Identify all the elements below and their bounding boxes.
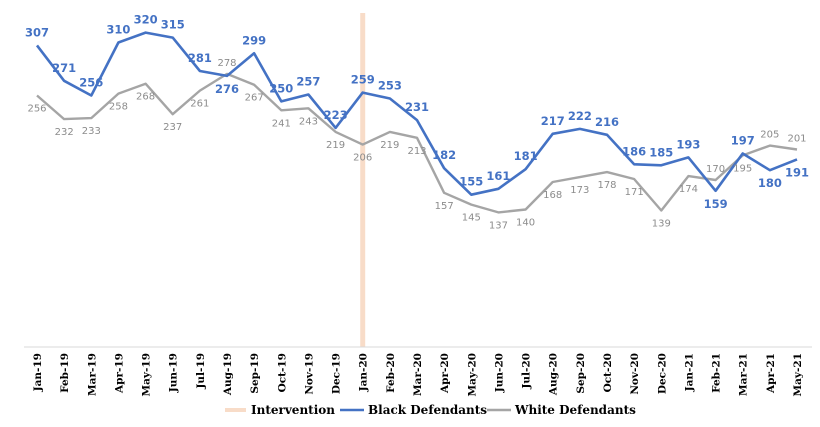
white-data-label: 195 bbox=[733, 163, 752, 174]
x-tick-label: Mar-21 bbox=[738, 353, 750, 396]
black-data-label: 223 bbox=[324, 108, 348, 122]
black-data-label: 276 bbox=[215, 82, 239, 96]
x-tick-label: Mar-20 bbox=[412, 353, 424, 396]
black-data-label: 315 bbox=[161, 18, 185, 32]
black-data-label: 193 bbox=[676, 137, 700, 151]
white-data-label: 145 bbox=[462, 213, 481, 224]
white-data-label: 258 bbox=[109, 102, 128, 113]
white-data-label: 178 bbox=[597, 180, 616, 191]
black-data-label: 310 bbox=[106, 22, 130, 36]
white-data-label: 157 bbox=[435, 201, 454, 212]
x-tick-label: Jul-20 bbox=[521, 353, 533, 390]
x-tick-label: Sep-20 bbox=[575, 353, 587, 394]
legend-black-label: Black Defendants bbox=[368, 403, 487, 417]
white-data-label: 168 bbox=[543, 190, 562, 201]
black-data-label: 231 bbox=[405, 100, 429, 114]
x-tick-label: May-21 bbox=[792, 353, 804, 397]
x-tick-label: Jan-20 bbox=[358, 353, 370, 392]
x-tick-label: Mar-19 bbox=[86, 353, 98, 396]
black-data-label: 185 bbox=[649, 145, 673, 159]
white-data-label: 213 bbox=[407, 146, 426, 157]
black-data-label: 253 bbox=[378, 78, 402, 92]
white-data-label: 237 bbox=[163, 122, 182, 133]
white-data-label: 243 bbox=[299, 116, 318, 127]
x-tick-label: Apr-21 bbox=[765, 353, 777, 394]
black-data-label: 259 bbox=[351, 73, 375, 87]
x-tick-label: Feb-21 bbox=[711, 353, 723, 393]
white-data-label: 219 bbox=[380, 140, 399, 151]
legend-white-label: White Defendants bbox=[514, 403, 636, 417]
x-tick-label: Dec-19 bbox=[331, 353, 343, 394]
x-tick-label: Aug-19 bbox=[222, 353, 234, 396]
black-data-label: 161 bbox=[486, 169, 510, 183]
x-tick-label: Nov-19 bbox=[303, 353, 315, 395]
white-data-label: 139 bbox=[652, 218, 671, 229]
x-tick-label: Oct-20 bbox=[602, 353, 614, 392]
legend-intervention-label: Intervention bbox=[251, 403, 335, 417]
white-data-label: 173 bbox=[570, 185, 589, 196]
black-data-label: 307 bbox=[25, 25, 49, 39]
white-data-label: 233 bbox=[82, 126, 101, 137]
black-data-label: 191 bbox=[785, 165, 809, 179]
x-tick-label: Dec-20 bbox=[656, 353, 668, 394]
x-tick-label: Jul-19 bbox=[195, 353, 207, 390]
white-data-label: 201 bbox=[787, 134, 806, 145]
white-data-label: 206 bbox=[353, 153, 372, 164]
black-data-label: 216 bbox=[595, 115, 619, 129]
black-data-label: 250 bbox=[269, 81, 293, 95]
white-data-label: 170 bbox=[706, 164, 725, 175]
x-tick-label: Apr-19 bbox=[113, 353, 125, 394]
black-data-label: 320 bbox=[134, 13, 158, 27]
x-tick-label: Jan-19 bbox=[32, 353, 44, 392]
black-data-label: 281 bbox=[188, 51, 212, 65]
black-data-label: 180 bbox=[758, 176, 782, 190]
white-data-label: 171 bbox=[625, 187, 644, 198]
black-data-label: 299 bbox=[242, 33, 266, 47]
black-data-label: 186 bbox=[622, 144, 646, 158]
x-tick-label: Jan-21 bbox=[683, 353, 695, 392]
white-data-label: 205 bbox=[760, 130, 779, 141]
black-data-label: 197 bbox=[731, 133, 755, 147]
black-data-label: 271 bbox=[52, 61, 76, 75]
black-data-label: 182 bbox=[432, 148, 456, 162]
x-tick-label: Aug-20 bbox=[548, 353, 560, 396]
white-data-label: 267 bbox=[245, 93, 264, 104]
x-tick-label: Feb-20 bbox=[385, 353, 397, 393]
black-data-label: 217 bbox=[541, 114, 565, 128]
x-tick-label: Nov-20 bbox=[629, 353, 641, 395]
black-data-label: 257 bbox=[296, 75, 320, 89]
black-data-label: 159 bbox=[704, 197, 728, 211]
white-data-label: 241 bbox=[272, 118, 291, 129]
x-tick-label: May-20 bbox=[466, 353, 478, 397]
x-tick-label: Apr-20 bbox=[439, 353, 451, 394]
white-data-label: 174 bbox=[679, 184, 698, 195]
black-data-label: 222 bbox=[568, 109, 592, 123]
x-tick-label: Jun-20 bbox=[493, 353, 505, 393]
black-data-label: 155 bbox=[459, 175, 483, 189]
white-data-label: 232 bbox=[55, 127, 74, 138]
white-data-label: 278 bbox=[217, 58, 236, 69]
white-data-label: 219 bbox=[326, 140, 345, 151]
x-tick-label: May-19 bbox=[141, 353, 153, 397]
x-tick-label: Jun-19 bbox=[168, 353, 180, 393]
white-defendants-line bbox=[36, 72, 798, 214]
x-tick-label: Feb-19 bbox=[59, 353, 71, 393]
legend: Intervention Black Defendants White Defend… bbox=[225, 403, 636, 417]
white-data-label: 137 bbox=[489, 220, 508, 231]
white-data-label: 268 bbox=[136, 92, 155, 103]
black-data-label: 181 bbox=[514, 149, 538, 163]
white-data-label: 140 bbox=[516, 217, 535, 228]
black-defendants-line bbox=[35, 31, 798, 196]
intervention-band bbox=[360, 13, 366, 347]
white-data-label: 256 bbox=[27, 104, 46, 115]
white-data-label: 261 bbox=[190, 99, 209, 110]
x-tick-label: Oct-19 bbox=[276, 353, 288, 392]
black-data-label: 256 bbox=[79, 76, 103, 90]
x-tick-label: Sep-19 bbox=[249, 353, 261, 394]
